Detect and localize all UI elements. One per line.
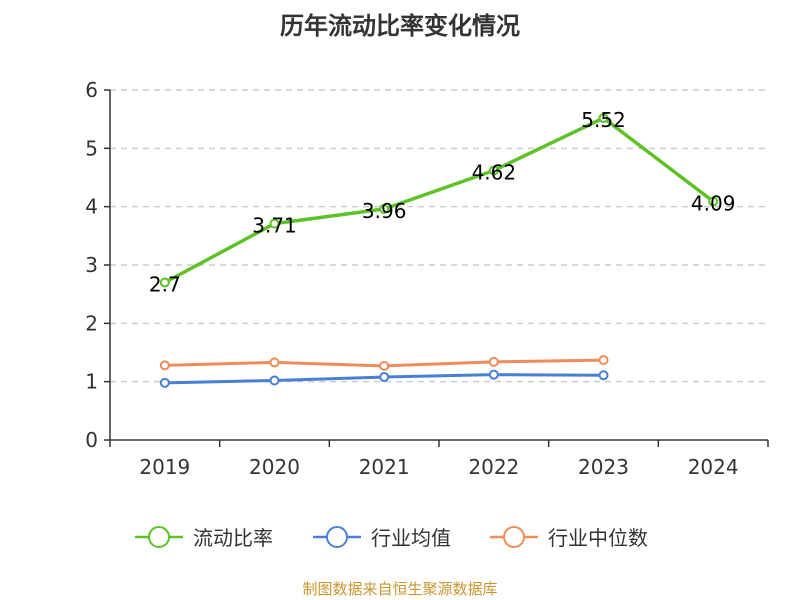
legend-marker: [148, 526, 170, 548]
legend-marker: [503, 526, 525, 548]
y-tick-label: 1: [85, 370, 98, 394]
data-point[interactable]: [598, 355, 609, 366]
data-point[interactable]: [379, 372, 390, 382]
y-tick-label: 4: [85, 195, 98, 219]
grid-lines: [110, 89, 768, 383]
data-point[interactable]: [488, 165, 499, 176]
y-tick-label: 3: [85, 253, 98, 277]
data-point[interactable]: [488, 369, 499, 380]
x-tick-label: 2023: [578, 455, 629, 479]
data-point[interactable]: [159, 377, 170, 388]
y-tick-label: 6: [85, 78, 98, 102]
data-label: 3.71: [252, 214, 297, 238]
data-point[interactable]: [379, 360, 390, 371]
legend-item[interactable]: 行业中位数: [490, 526, 648, 550]
legend-label: 流动比率: [193, 526, 273, 550]
series-line: [164, 116, 715, 285]
data-label: 4.09: [691, 191, 736, 215]
y-tick-label: 0: [85, 428, 98, 452]
data-label: 2.7: [149, 273, 181, 297]
data-label: 4.62: [472, 161, 517, 185]
x-tick-label: 2020: [249, 455, 300, 479]
legend-label: 行业中位数: [548, 526, 648, 550]
data-labels: 2.7 3.71 3.96 4.62 5.52 4.09: [149, 108, 736, 297]
y-tick-label: 2: [85, 311, 98, 335]
data-point[interactable]: [269, 375, 280, 386]
legend-marker: [326, 526, 348, 548]
source-footnote: 制图数据来自恒生聚源数据库: [302, 580, 498, 598]
legend-item[interactable]: 流动比率: [135, 526, 273, 550]
data-point[interactable]: [598, 113, 609, 123]
x-tick-label: 2019: [139, 455, 190, 479]
chart-title: 历年流动比率变化情况: [280, 12, 520, 40]
data-point[interactable]: [269, 357, 280, 368]
axes: 0 1 2 3 4 5 6 2019 2020 2021 2022 2023 2024: [85, 78, 769, 479]
data-point[interactable]: [379, 204, 390, 214]
data-point[interactable]: [598, 370, 609, 381]
x-tick-label: 2022: [468, 455, 519, 479]
legend-label: 行业均值: [371, 526, 451, 550]
data-point[interactable]: [708, 196, 719, 207]
x-tick-label: 2024: [688, 455, 739, 479]
data-label: 5.52: [581, 108, 626, 132]
y-tick-label: 5: [85, 136, 98, 160]
x-tick-label: 2021: [359, 455, 410, 479]
legend[interactable]: 流动比率 行业均值 行业中位数: [135, 526, 648, 550]
data-point[interactable]: [159, 360, 170, 371]
data-label: 3.96: [362, 199, 407, 223]
series-group: [159, 113, 719, 388]
legend-item[interactable]: 行业均值: [313, 526, 451, 550]
data-point[interactable]: [269, 218, 280, 229]
data-point[interactable]: [488, 356, 499, 367]
data-point[interactable]: [159, 277, 170, 288]
